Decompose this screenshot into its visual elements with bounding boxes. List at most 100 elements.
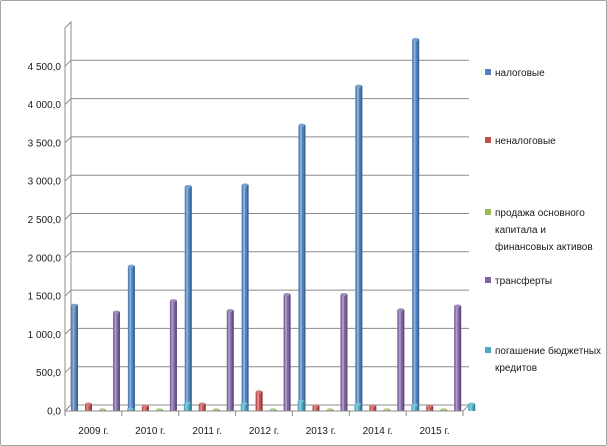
x-tick-label: 2012 г. bbox=[249, 426, 279, 437]
bar-shadow bbox=[359, 404, 362, 411]
bar-top bbox=[355, 84, 363, 88]
bar bbox=[283, 292, 291, 411]
bar-top bbox=[169, 299, 177, 303]
bar-shadow bbox=[161, 409, 163, 411]
gridline bbox=[64, 366, 469, 374]
bar-shadow bbox=[402, 309, 405, 411]
bar-top bbox=[71, 303, 78, 307]
bar-highlight bbox=[171, 300, 174, 411]
y-tick-label: 4 000,0 bbox=[28, 100, 62, 111]
legend-label-transfers: трансферты bbox=[495, 276, 553, 287]
gridline bbox=[64, 98, 469, 105]
bar-top bbox=[454, 304, 462, 308]
gridline bbox=[64, 213, 469, 220]
bar-shadow bbox=[345, 294, 348, 411]
bar bbox=[411, 403, 419, 411]
bar-top bbox=[397, 308, 405, 312]
bar-top bbox=[340, 292, 348, 297]
x-tick-label: 2015 г. bbox=[419, 426, 449, 437]
bar bbox=[127, 264, 135, 411]
bar-highlight bbox=[341, 294, 344, 411]
bar-shadow bbox=[445, 409, 448, 411]
bar-shadow bbox=[417, 39, 420, 412]
bar bbox=[226, 309, 234, 411]
x-tick-label: 2009 г. bbox=[78, 426, 108, 437]
bar-top bbox=[255, 390, 263, 394]
bar-top bbox=[312, 404, 320, 408]
bar bbox=[255, 390, 263, 411]
bar-shadow bbox=[388, 409, 391, 411]
y-tick-label: 500,0 bbox=[36, 368, 61, 379]
legend-swatch-taxes bbox=[485, 69, 491, 75]
bar-highlight bbox=[200, 404, 203, 411]
bar-top bbox=[283, 292, 291, 297]
bar-highlight bbox=[469, 404, 472, 411]
bar bbox=[426, 404, 434, 411]
y-tick-label: 0,0 bbox=[47, 407, 61, 418]
bar bbox=[113, 310, 120, 411]
bar-highlight bbox=[427, 406, 430, 411]
bar-highlight bbox=[285, 294, 288, 411]
bar-highlight bbox=[228, 310, 231, 411]
bar-top bbox=[354, 402, 362, 407]
bar-shadow bbox=[431, 406, 434, 411]
legend-swatch-non-taxes bbox=[485, 137, 491, 143]
bar-shadow bbox=[374, 406, 377, 411]
bar-highlight bbox=[86, 404, 89, 411]
bar bbox=[412, 37, 420, 412]
bar-top bbox=[241, 183, 249, 187]
bar-highlight bbox=[299, 125, 302, 412]
y-tick-label: 4 500,0 bbox=[28, 62, 62, 73]
bar-shadow bbox=[218, 409, 220, 411]
x-tick-label: 2013 г. bbox=[306, 426, 336, 437]
bar bbox=[369, 404, 377, 411]
y-tick-label: 2 500,0 bbox=[28, 215, 62, 226]
bar-top bbox=[240, 402, 248, 406]
bar-top bbox=[127, 264, 135, 268]
bar-shadow bbox=[118, 312, 120, 411]
bar-shadow bbox=[246, 403, 248, 411]
bar-shadow bbox=[232, 310, 234, 411]
legend-swatch-transfers bbox=[485, 277, 491, 283]
bar-top bbox=[369, 404, 377, 408]
bar-top bbox=[412, 37, 420, 42]
bar-highlight bbox=[398, 309, 401, 411]
bar-shadow bbox=[317, 406, 320, 411]
bar bbox=[298, 123, 306, 412]
bar-top bbox=[85, 402, 92, 406]
bar bbox=[198, 402, 206, 411]
bar-shadow bbox=[175, 300, 177, 411]
gridline bbox=[64, 59, 469, 67]
bar-shadow bbox=[360, 86, 363, 411]
bar bbox=[141, 404, 149, 411]
bar-highlight bbox=[370, 406, 373, 411]
x-tick-label: 2010 г. bbox=[135, 426, 165, 437]
bar-top bbox=[298, 123, 306, 127]
bar-highlight bbox=[356, 86, 359, 411]
bar bbox=[127, 407, 134, 411]
bar-shadow bbox=[132, 409, 134, 411]
bar-shadow bbox=[331, 409, 334, 411]
y-tick-label: 1 000,0 bbox=[28, 330, 62, 341]
bar-shadow bbox=[147, 406, 149, 411]
y-tick-label: 1 500,0 bbox=[28, 292, 62, 303]
bar-highlight bbox=[242, 403, 245, 411]
bar-top bbox=[183, 401, 191, 405]
bar-highlight bbox=[143, 406, 146, 411]
bar-shadow bbox=[289, 294, 291, 411]
bar-highlight bbox=[114, 312, 117, 411]
bar bbox=[454, 304, 462, 411]
bar bbox=[312, 404, 320, 411]
gridline bbox=[64, 136, 469, 144]
bar-highlight bbox=[185, 403, 188, 411]
bar-shadow bbox=[459, 306, 462, 411]
bar-shadow bbox=[303, 401, 305, 411]
bar-highlight bbox=[243, 185, 246, 411]
bar-top bbox=[426, 404, 434, 408]
legend-label-taxes: налоговые bbox=[495, 68, 545, 79]
bar-shadow bbox=[204, 404, 206, 411]
bar-shadow bbox=[104, 409, 106, 411]
bar-top bbox=[226, 309, 234, 313]
bar bbox=[468, 402, 476, 411]
bar-highlight bbox=[455, 306, 458, 411]
